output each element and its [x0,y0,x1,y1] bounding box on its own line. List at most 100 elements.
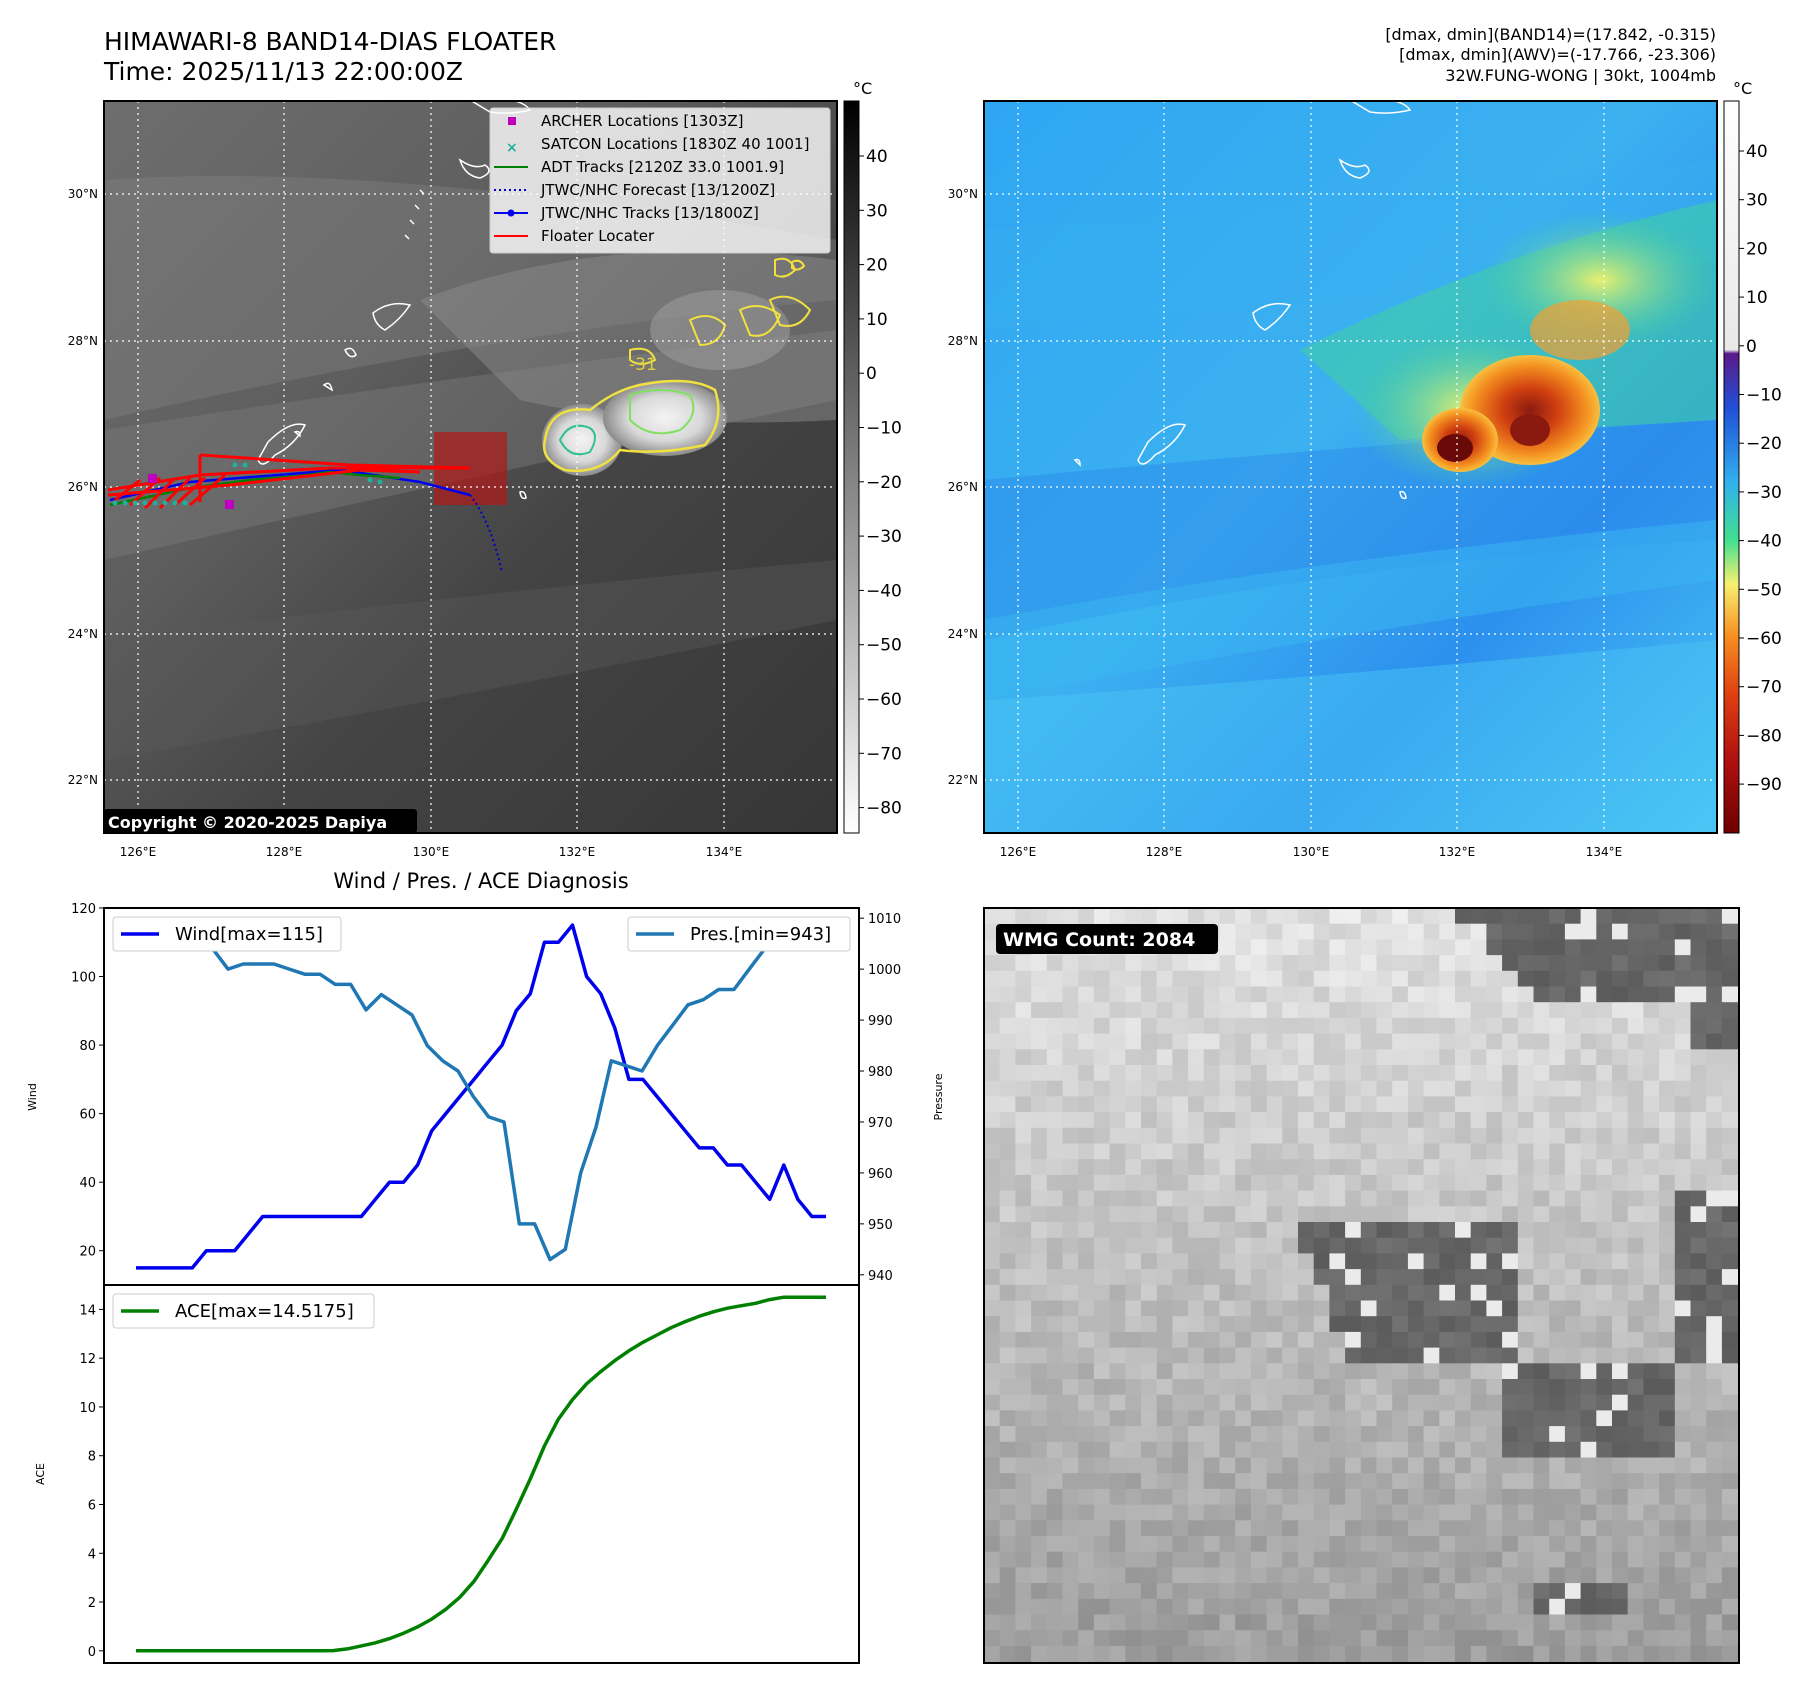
ace-legend [112,1293,375,1329]
wv-colorbar-tick: −70 [1746,678,1782,698]
lat-label: 30°N [68,187,98,201]
ir-colorbar-tick: 20 [866,256,888,276]
pressure-legend-label: Pres.[min=943] [690,924,831,945]
ace-axes [103,1284,860,1664]
pressure-tick: 960 [868,1167,893,1182]
lon-label: 134°E [706,845,743,859]
legend-label: Floater Locater [541,227,655,245]
wind-ylabel: Wind [26,1083,39,1111]
ace-legend-label: ACE[max=14.5175] [175,1301,354,1322]
ir-colorbar-tick: 30 [866,201,888,221]
wind-tick: 80 [79,1039,96,1054]
wmg-count-label: WMG Count: 2084 [1003,929,1195,951]
lat-label: 28°N [948,334,978,348]
wv-gridlines [984,101,1717,833]
pressure-tick: 990 [868,1014,893,1029]
map-axis-labels: 30°N 28°N 26°N 24°N 22°N 126°E 128°E 130°E 132°E… [68,187,1623,859]
wv-colorbar-tick: 20 [1746,239,1768,259]
pressure-tick: 1010 [868,912,901,927]
dmax-awv: [dmax, dmin](AWV)=(-17.766, -23.306) [1399,45,1716,64]
ir-colorbar-tick: −50 [866,636,902,656]
ir-colorbar-tick: −30 [866,527,902,547]
lat-label: 24°N [948,627,978,641]
lon-label: 130°E [413,845,450,859]
ir-colorbar [843,100,860,834]
wind-tick: 40 [79,1176,96,1191]
lon-label: 126°E [120,845,157,859]
legend-label: JTWC/NHC Tracks [13/1800Z] [540,204,759,222]
ir-colorbar-tick: 40 [866,147,888,167]
wv-colorbar-tick: 0 [1746,337,1757,357]
wv-panel: °C 40 30 20 10 0 −10 −20 −30 −40 −50 −60 −70 −80 −90 [983,79,1782,834]
ace-tick: 14 [79,1303,96,1318]
lat-label: 30°N [948,187,978,201]
wv-colorbar-ticks: 40 30 20 10 0 −10 −20 −30 −40 −50 −60 −70 −80 −90 [1739,142,1782,795]
pressure-tick: 940 [868,1269,893,1284]
copyright: Copyright © 2020-2025 Dapiya [108,813,387,832]
lat-label: 26°N [68,480,98,494]
lat-label: 24°N [68,627,98,641]
ir-panel: -31 [103,79,902,834]
ace-tick: 2 [88,1596,96,1611]
wv-coastlines [1073,101,1412,500]
lon-label: 134°E [1586,845,1623,859]
legend-track-dot [507,209,515,217]
ace-tick: 0 [88,1645,96,1660]
wind-tick: 60 [79,1108,96,1123]
wind-tick: 120 [71,902,96,917]
lon-label: 132°E [1439,845,1476,859]
wv-colorbar-tick: −60 [1746,629,1782,649]
lon-label: 126°E [1000,845,1037,859]
pressure-tick: 950 [868,1218,893,1233]
wind-legend-label: Wind[max=115] [175,924,323,945]
wv-colorbar-tick: −10 [1746,386,1782,406]
lon-label: 128°E [1146,845,1183,859]
wv-colorbar-tick: −40 [1746,532,1782,552]
wind-legend [112,916,342,952]
wind-series-line [136,923,826,1270]
wv-colorbar-tick: −80 [1746,726,1782,746]
wind-tick: 20 [79,1245,96,1260]
ace-tick: 10 [79,1401,96,1416]
coastlines [257,101,532,500]
wv-colorbar-tick: 40 [1746,142,1768,162]
wmg-frame [983,907,1740,1664]
ace-series-line [136,1295,826,1653]
ace-tick: 8 [88,1450,96,1465]
ace-ylabel: ACE [34,1463,47,1485]
wv-colorbar-tick: 10 [1746,288,1768,308]
diagnosis-chart: Wind / Pres. / ACE Diagnosis Wind Pressu… [26,869,945,1664]
lon-label: 128°E [266,845,303,859]
lon-label: 132°E [559,845,596,859]
figure-time: Time: 2025/11/13 22:00:00Z [103,57,463,86]
pressure-tick: 970 [868,1116,893,1131]
dmax-band14: [dmax, dmin](BAND14)=(17.842, -0.315) [1385,25,1716,44]
wind-tick: 100 [71,971,96,986]
wv-colorbar-tick: −50 [1746,580,1782,600]
storm-info: 32W.FUNG-WONG | 30kt, 1004mb [1445,66,1716,85]
legend-archer-marker [508,117,516,125]
ir-colorbar-tick: −70 [866,744,902,764]
legend-label: ARCHER Locations [1303Z] [541,112,744,130]
figure-title: HIMAWARI-8 BAND14-DIAS FLOATER [104,27,556,56]
pressure-tick: 1000 [868,963,901,978]
ir-colorbar-tick: −10 [866,419,902,439]
legend-satcon-marker: × [506,140,518,156]
wind-pressure-axes [103,907,860,1286]
wv-colorbar-tick: −30 [1746,483,1782,503]
pressure-ylabel: Pressure [932,1073,945,1120]
ir-legend: ARCHER Locations [1303Z] × SATCON Locati… [489,107,831,254]
lat-label: 22°N [68,773,98,787]
ir-colorbar-tick: 0 [866,364,877,384]
wv-frame [983,100,1718,834]
wv-colorbar [1723,100,1740,834]
legend-label: ADT Tracks [2120Z 33.0 1001.9] [541,158,784,176]
wv-colorbar-tick: 30 [1746,191,1768,211]
ir-colorbar-unit: °C [853,79,872,98]
pressure-legend [627,916,851,952]
ace-tick: 6 [88,1498,96,1513]
lat-label: 22°N [948,773,978,787]
diagnosis-title: Wind / Pres. / ACE Diagnosis [333,869,628,893]
ace-tick: 4 [88,1547,96,1562]
